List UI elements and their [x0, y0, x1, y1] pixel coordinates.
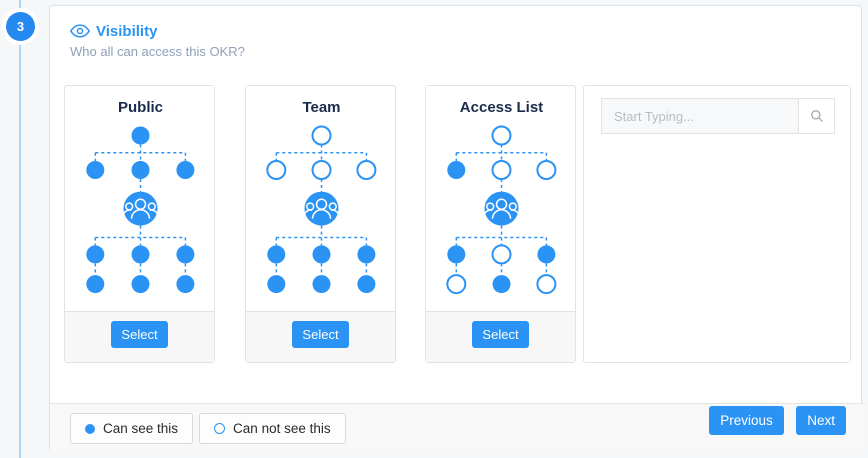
- svg-text:Access List: Access List: [460, 99, 543, 116]
- svg-text:Team: Team: [302, 99, 340, 116]
- svg-text:Public: Public: [118, 99, 163, 116]
